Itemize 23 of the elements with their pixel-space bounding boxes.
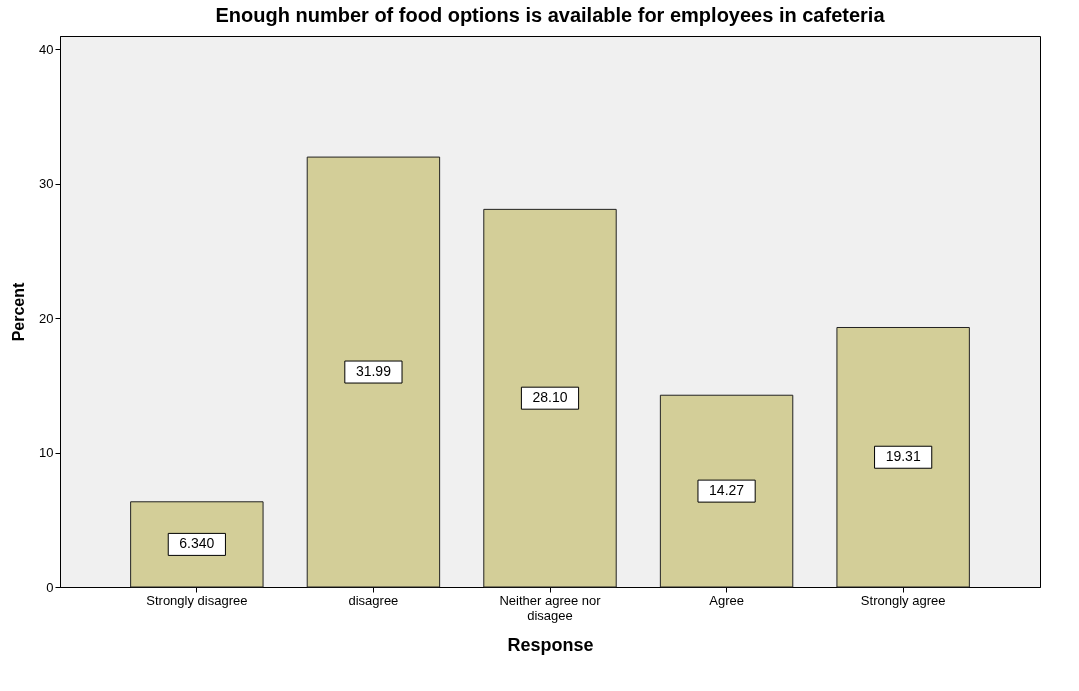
y-tick-label: 30: [39, 176, 54, 192]
data-label: 31.99: [355, 363, 392, 380]
y-tick-label: 40: [39, 41, 54, 57]
x-axis-title: Response: [507, 634, 594, 655]
chart-title: Enough number of food options is available for employees in cafeteria: [215, 4, 886, 26]
x-tick-label: Strongly agree: [860, 592, 946, 608]
y-tick-label: 20: [39, 310, 54, 326]
data-label: 19.31: [885, 448, 921, 465]
x-tick-label: Neither agree nor disagee: [499, 592, 602, 623]
data-label: 14.27: [709, 482, 745, 499]
bar: [836, 326, 970, 588]
y-tick-label: 0: [46, 579, 54, 595]
data-label: 28.10: [532, 389, 568, 406]
bar: [130, 501, 264, 588]
bar: [659, 394, 794, 588]
y-axis-title: Percent: [10, 281, 28, 342]
x-tick-label: Strongly disagree: [146, 592, 248, 608]
x-tick-label: Agree: [709, 592, 744, 608]
bar: [483, 208, 617, 588]
y-tick-label: 10: [39, 445, 54, 461]
data-label: 6.340: [179, 535, 215, 552]
bar: [306, 156, 441, 588]
x-tick-label: disagree: [348, 592, 399, 608]
